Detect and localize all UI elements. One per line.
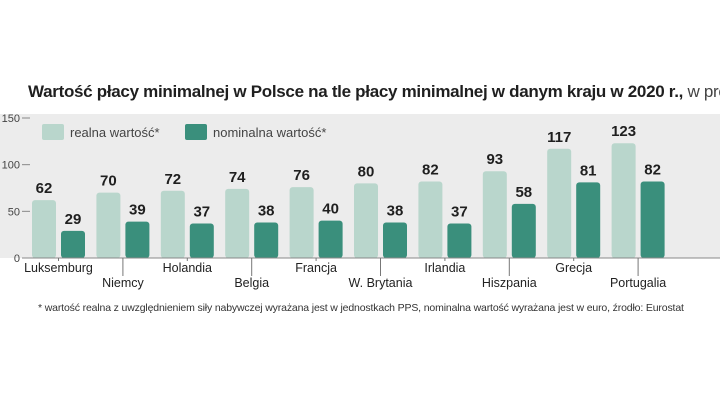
bar-nominal — [125, 221, 150, 258]
bar-real — [96, 192, 121, 258]
legend-label: nominalna wartość* — [213, 125, 326, 140]
bar-real — [225, 188, 250, 258]
data-label: 70 — [100, 173, 117, 190]
category-label: Belgia — [234, 276, 269, 290]
category-label: Francja — [295, 261, 337, 275]
legend-label: realna wartość* — [70, 125, 160, 140]
footnote: * wartość realna z uwzględnieniem siły n… — [38, 302, 684, 314]
bar-nominal — [640, 181, 665, 258]
y-tick-label: 100 — [2, 160, 20, 172]
bar-chart: 0 50 100 150 62 29 70 39 72 37 74 38 76 40 80 38 82 37 93… — [0, 113, 720, 290]
data-label: 38 — [387, 203, 404, 220]
category-label: Holandia — [163, 261, 212, 275]
data-label: 93 — [486, 151, 503, 168]
data-label: 74 — [229, 169, 246, 186]
data-label: 72 — [164, 171, 181, 188]
data-label: 40 — [322, 201, 339, 218]
legend: realna wartość* nominalna wartość* — [42, 124, 326, 140]
chart-title: Wartość płacy minimalnej w Polsce na tle… — [28, 82, 720, 102]
bar-real — [32, 200, 56, 258]
bar-nominal — [318, 220, 343, 258]
data-label: 38 — [258, 203, 275, 220]
data-label: 82 — [422, 161, 439, 178]
data-label: 81 — [580, 162, 597, 179]
data-label: 39 — [129, 202, 146, 219]
bar-real — [289, 187, 314, 258]
data-label: 123 — [611, 123, 636, 140]
category-label: Hiszpania — [482, 276, 537, 290]
data-label: 76 — [293, 167, 310, 184]
bar-real — [547, 148, 572, 258]
data-label: 117 — [547, 129, 571, 146]
legend-swatch — [185, 124, 207, 140]
bar-nominal — [61, 230, 85, 258]
bar-nominal — [383, 222, 407, 258]
bar-real — [418, 181, 443, 258]
data-label: 29 — [65, 211, 82, 228]
category-label: Niemcy — [102, 276, 144, 290]
category-label: Irlandia — [424, 261, 465, 275]
data-label: 58 — [515, 184, 532, 201]
data-label: 82 — [644, 161, 661, 178]
chart-title-unit: w proc. — [687, 82, 720, 101]
bar-real — [160, 190, 185, 258]
y-axis: 0 50 100 150 — [2, 113, 30, 265]
bar-nominal — [254, 222, 279, 258]
data-label: 62 — [36, 180, 53, 197]
category-labels: Luksemburg Niemcy Holandia Belgia Francja W. … — [24, 258, 666, 290]
y-tick-label: 0 — [14, 253, 20, 265]
data-label: 37 — [193, 203, 210, 220]
y-tick-label: 150 — [2, 113, 20, 125]
bar-real — [354, 183, 378, 258]
category-label: W. Brytania — [349, 276, 413, 290]
data-label: 37 — [451, 203, 468, 220]
data-label: 80 — [358, 163, 375, 180]
legend-swatch — [42, 124, 64, 140]
bar-nominal — [511, 203, 536, 258]
bar-nominal — [576, 182, 601, 258]
bar-nominal — [189, 223, 214, 258]
category-label: Luksemburg — [24, 261, 93, 275]
bar-real — [611, 143, 636, 258]
y-tick-label: 50 — [8, 206, 20, 218]
bars-group: 62 29 70 39 72 37 74 38 76 40 80 38 82 37 93 58 117 81 123… — [32, 123, 665, 258]
bar-nominal — [447, 223, 472, 258]
category-label: Portugalia — [610, 276, 666, 290]
chart-title-main: Wartość płacy minimalnej w Polsce na tle… — [28, 82, 684, 101]
category-label: Grecja — [555, 261, 592, 275]
bar-real — [482, 171, 507, 258]
